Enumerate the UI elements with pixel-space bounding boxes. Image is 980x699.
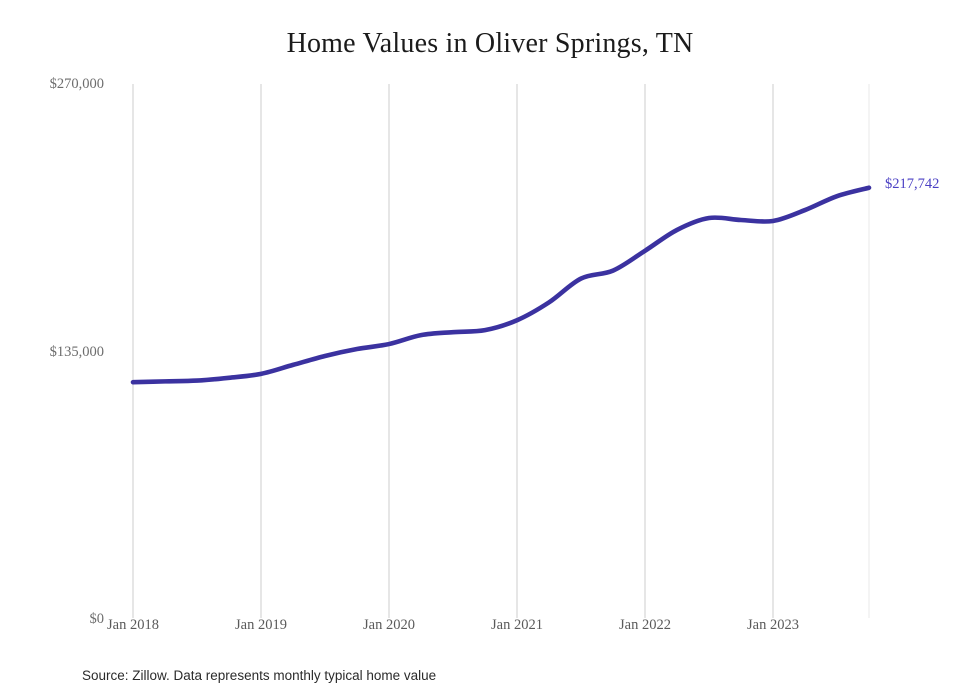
gridline-group [132, 84, 870, 618]
end-point-value-label: $217,742 [885, 175, 940, 192]
x-axis-tick-label-2020: Jan 2020 [363, 617, 415, 633]
x-axis-tick-label-2018: Jan 2018 [107, 617, 159, 633]
y-axis-tick-label-zero: $0 [89, 611, 105, 627]
x-axis-tick-label-2019: Jan 2019 [235, 617, 287, 633]
x-axis-tick-label-2022: Jan 2022 [619, 617, 671, 633]
x-axis-tick-label-2023: Jan 2023 [747, 617, 799, 633]
y-axis-tick-label-top: $270,000 [49, 76, 104, 92]
line-series-typical-home-value [130, 185, 872, 385]
chart-title: Home Values in Oliver Springs, TN [286, 28, 694, 59]
x-axis-tick-label-2021: Jan 2021 [491, 617, 543, 633]
y-axis-tick-label-mid: $135,000 [49, 344, 104, 360]
source-note: Source: Zillow. Data represents monthly … [82, 668, 437, 683]
